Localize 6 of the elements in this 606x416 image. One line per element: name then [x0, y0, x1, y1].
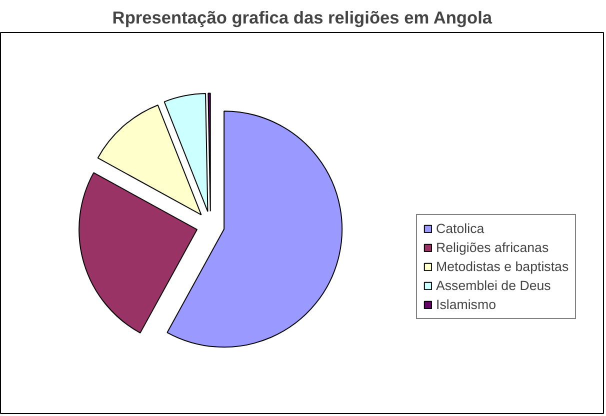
legend-label: Metodistas e baptistas: [436, 259, 569, 274]
legend-label: Assemblei de Deus: [436, 278, 551, 293]
legend-label: Religiões africanas: [436, 240, 549, 255]
legend-label: Islamismo: [436, 297, 496, 312]
chart-title: Rpresentação grafica das religiões em Angola: [112, 8, 492, 28]
legend-label: Catolica: [436, 221, 484, 236]
